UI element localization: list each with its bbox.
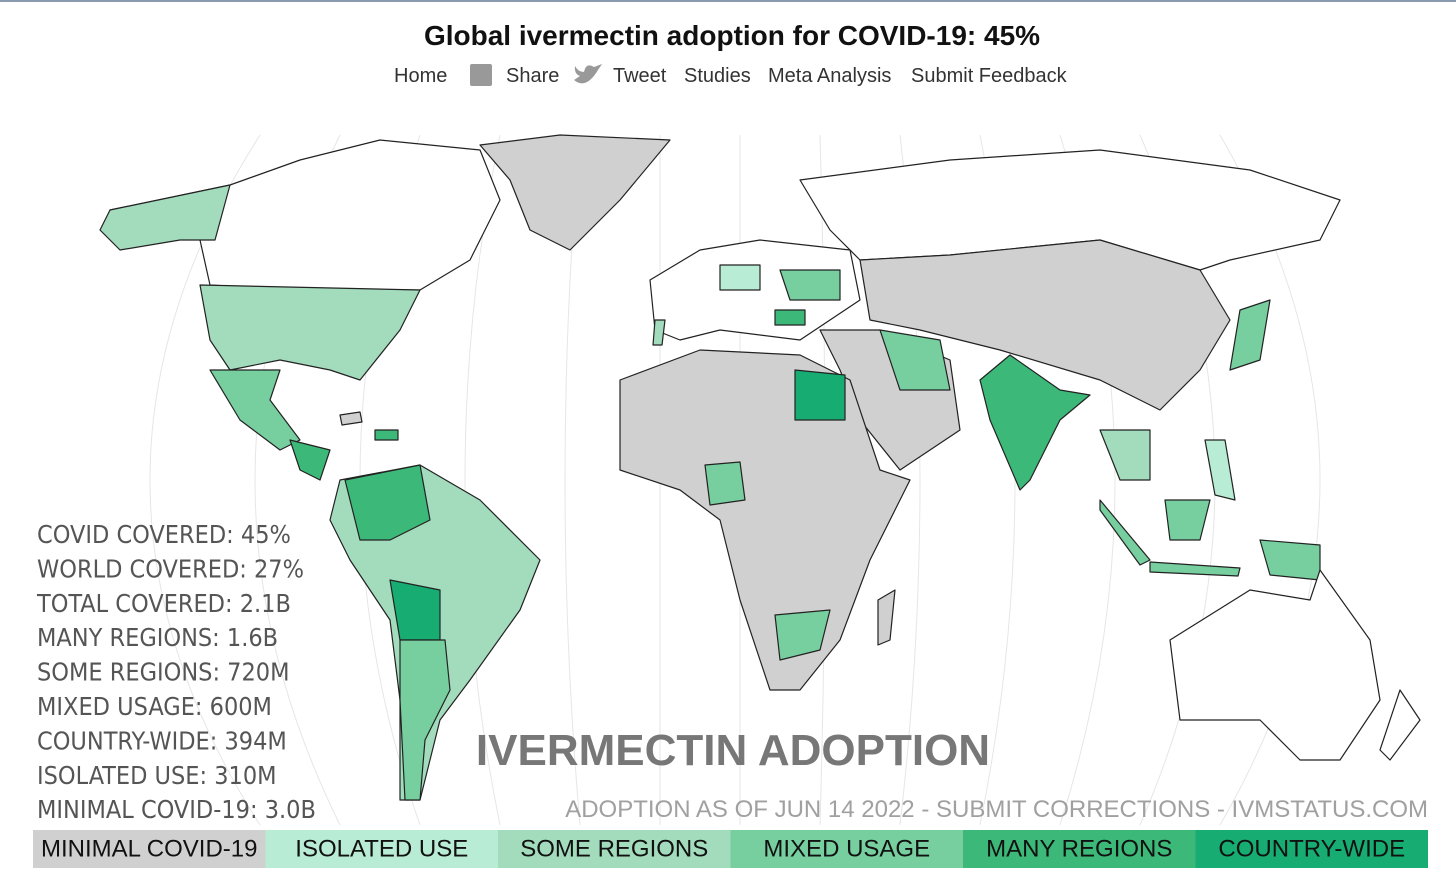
south-africa <box>774 609 831 661</box>
nav-link[interactable]: Home <box>394 65 447 87</box>
nav: Home Share Tweet Studies Meta Analysis S… <box>394 64 1068 87</box>
stat-line: MANY REGIONS: 1.6B <box>37 623 278 652</box>
legend-label: MIXED USAGE <box>763 835 930 862</box>
ukraine <box>779 269 841 301</box>
portugal <box>652 319 666 346</box>
philippines <box>1204 439 1236 501</box>
egypt <box>794 369 846 421</box>
stat-line: MIXED USAGE: 600M <box>37 692 272 721</box>
nav-link[interactable]: Submit Feedback <box>911 65 1068 87</box>
nav-link[interactable]: Tweet <box>613 65 667 87</box>
legend-swatch <box>1195 830 1428 868</box>
legend-label: MINIMAL COVID-19 <box>41 835 257 862</box>
legend-label: COUNTRY-WIDE <box>1218 835 1405 862</box>
legend-label: ISOLATED USE <box>295 835 468 862</box>
stat-line: COUNTRY-WIDE: 394M <box>37 726 287 755</box>
map <box>99 134 1421 801</box>
mexico <box>209 369 301 451</box>
stat-line: ISOLATED USE: 310M <box>37 761 277 790</box>
colombia-venezuela <box>344 464 431 541</box>
stat-line: MINIMAL COVID-19: 3.0B <box>37 795 316 824</box>
twitter-icon[interactable] <box>574 64 602 84</box>
nav-link[interactable]: Studies <box>684 65 751 87</box>
java <box>1149 561 1241 577</box>
legend-swatch <box>265 830 498 868</box>
argentina <box>399 639 451 801</box>
legend-swatch <box>963 830 1196 868</box>
southeast-asia <box>1099 429 1151 481</box>
india <box>979 354 1091 491</box>
greenland <box>479 134 671 251</box>
legend-label: MANY REGIONS <box>986 835 1172 862</box>
japan <box>1229 299 1271 371</box>
facebook-icon[interactable] <box>470 64 492 86</box>
stat-line: SOME REGIONS: 720M <box>37 658 290 687</box>
stat-line: WORLD COVERED: 27% <box>37 554 304 583</box>
new-zealand <box>1379 689 1421 761</box>
legend-label: SOME REGIONS <box>520 835 708 862</box>
sumatra <box>1099 499 1151 566</box>
legend-swatch <box>730 830 963 868</box>
title: Global ivermectin adoption for COVID-19:… <box>424 20 1040 51</box>
central-america <box>289 439 331 481</box>
stat-line: TOTAL COVERED: 2.1B <box>36 589 291 618</box>
iran <box>879 329 951 391</box>
usa <box>199 284 421 381</box>
australia <box>1169 569 1381 761</box>
stats: COVID COVERED: 45% WORLD COVERED: 27% TOTA… <box>36 520 316 824</box>
alaska <box>99 184 231 251</box>
stat-line: COVID COVERED: 45% <box>37 520 291 549</box>
poland <box>719 264 761 291</box>
nav-link[interactable]: Meta Analysis <box>768 65 891 87</box>
papua <box>1259 539 1321 581</box>
africa <box>619 349 911 691</box>
legend-swatch <box>498 830 731 868</box>
map-note: ADOPTION AS OF JUN 14 2022 - SUBMIT CORR… <box>565 796 1428 823</box>
madagascar <box>877 589 896 646</box>
nigeria <box>704 461 746 506</box>
hispaniola <box>374 429 399 441</box>
legend-swatch <box>33 830 266 868</box>
bulgaria <box>774 309 806 326</box>
cuba <box>339 411 363 426</box>
map-heading: IVERMECTIN ADOPTION <box>476 726 990 775</box>
legend: MINIMAL COVID-19 ISOLATED USE SOME REGIONS… <box>33 830 1428 868</box>
asia <box>859 239 1231 411</box>
nav-link[interactable]: Share <box>506 65 559 87</box>
borneo <box>1164 499 1211 541</box>
